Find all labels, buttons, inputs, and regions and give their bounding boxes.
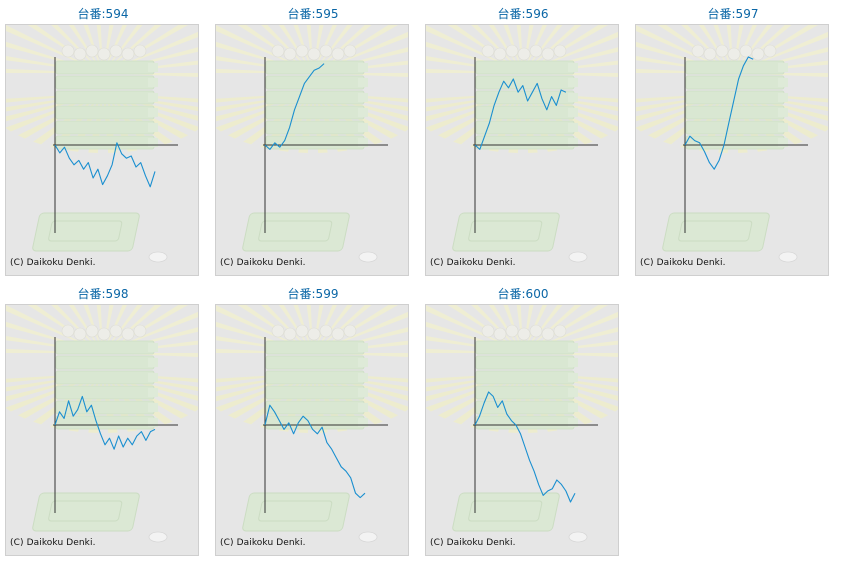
- machine-watermark: [636, 25, 828, 263]
- copyright-text: (C) Daikoku Denki.: [640, 258, 726, 268]
- line-chart-svg: [426, 25, 618, 263]
- chart-cell[interactable]: 台番:599 (C) Daikoku Denki.: [215, 280, 410, 556]
- chart-panel: (C) Daikoku Denki.: [425, 304, 619, 556]
- data-line: [264, 404, 366, 499]
- data-line: [474, 78, 567, 150]
- data-line: [474, 391, 576, 503]
- copyright-text: (C) Daikoku Denki.: [10, 258, 96, 268]
- line-chart-svg: [216, 305, 408, 543]
- data-line: [54, 142, 156, 188]
- copyright-text: (C) Daikoku Denki.: [430, 258, 516, 268]
- chart-panel: (C) Daikoku Denki.: [5, 304, 199, 556]
- chart-cell[interactable]: 台番:595 (C) Daikoku Denki.: [215, 0, 410, 276]
- chart-panel: (C) Daikoku Denki.: [635, 24, 829, 276]
- copyright-text: (C) Daikoku Denki.: [220, 258, 306, 268]
- data-line: [264, 63, 325, 150]
- machine-number-title[interactable]: 台番:594: [77, 7, 129, 21]
- chart-panel: (C) Daikoku Denki.: [5, 24, 199, 276]
- chart-cell[interactable]: 台番:598 (C) Daikoku Denki.: [5, 280, 200, 556]
- machine-number-title[interactable]: 台番:599: [287, 287, 339, 301]
- chart-cell[interactable]: 台番:597 (C) Daikoku Denki.: [635, 0, 830, 276]
- line-chart-svg: [216, 25, 408, 263]
- machine-watermark: [426, 25, 618, 263]
- copyright-text: (C) Daikoku Denki.: [10, 538, 96, 548]
- chart-panel: (C) Daikoku Denki.: [425, 24, 619, 276]
- machine-number-title[interactable]: 台番:596: [497, 7, 549, 21]
- chart-cell[interactable]: 台番:600 (C) Daikoku Denki.: [425, 280, 620, 556]
- chart-cell[interactable]: 台番:596 (C) Daikoku Denki.: [425, 0, 620, 276]
- machine-number-title[interactable]: 台番:597: [707, 7, 759, 21]
- line-chart-svg: [426, 305, 618, 543]
- machine-watermark: [216, 25, 408, 263]
- line-chart-svg: [636, 25, 828, 263]
- chart-cell[interactable]: 台番:594 (C) Daikoku Denki.: [5, 0, 200, 276]
- chart-panel: (C) Daikoku Denki.: [215, 24, 409, 276]
- machine-watermark: [426, 305, 618, 543]
- chart-panel: (C) Daikoku Denki.: [215, 304, 409, 556]
- copyright-text: (C) Daikoku Denki.: [430, 538, 516, 548]
- machine-watermark: [216, 305, 408, 543]
- machine-number-title[interactable]: 台番:598: [77, 287, 129, 301]
- line-chart-svg: [6, 25, 198, 263]
- machine-watermark: [6, 305, 198, 543]
- machine-number-title[interactable]: 台番:600: [497, 287, 549, 301]
- copyright-text: (C) Daikoku Denki.: [220, 538, 306, 548]
- machine-watermark: [6, 25, 198, 263]
- line-chart-svg: [6, 305, 198, 543]
- machine-number-title[interactable]: 台番:595: [287, 7, 339, 21]
- data-line: [54, 395, 156, 450]
- data-line: [684, 56, 754, 170]
